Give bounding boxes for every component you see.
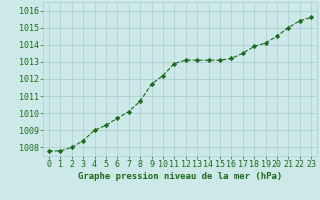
X-axis label: Graphe pression niveau de la mer (hPa): Graphe pression niveau de la mer (hPa) [78,172,282,181]
